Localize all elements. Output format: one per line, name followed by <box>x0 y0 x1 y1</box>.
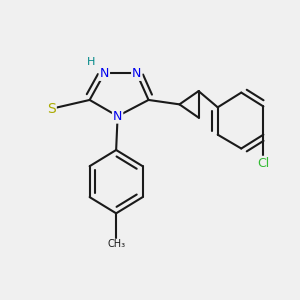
Text: CH₃: CH₃ <box>107 239 125 249</box>
Text: H: H <box>87 57 95 67</box>
Text: S: S <box>47 102 56 116</box>
Text: N: N <box>100 67 109 80</box>
Text: N: N <box>132 67 141 80</box>
Text: Cl: Cl <box>257 157 269 170</box>
Text: N: N <box>113 110 122 123</box>
